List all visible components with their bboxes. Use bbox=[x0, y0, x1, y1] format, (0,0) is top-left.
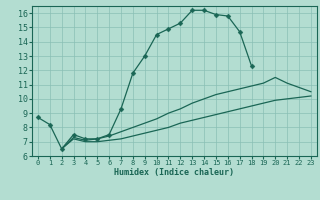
X-axis label: Humidex (Indice chaleur): Humidex (Indice chaleur) bbox=[115, 168, 234, 177]
